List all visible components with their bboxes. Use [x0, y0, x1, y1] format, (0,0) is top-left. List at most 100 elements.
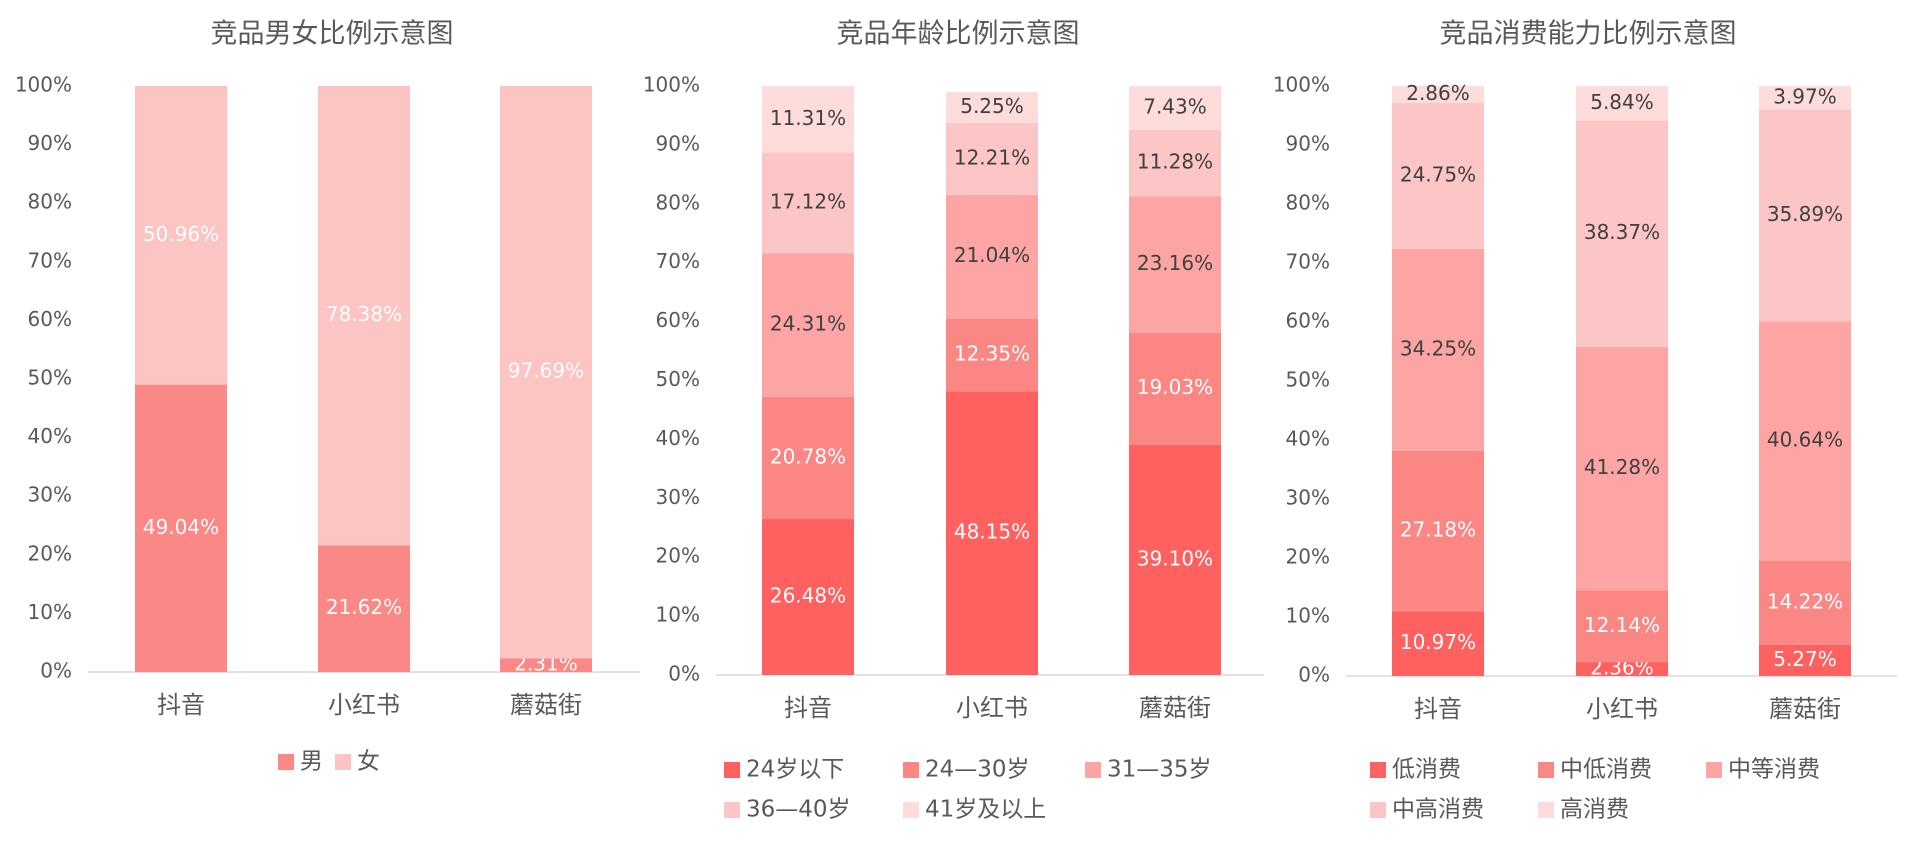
- bar-segment: [1759, 644, 1851, 676]
- y-tick-label: 80%: [1286, 191, 1330, 215]
- x-tick-label: 蘑菇街: [1139, 694, 1211, 722]
- legend-swatch: [1706, 762, 1722, 778]
- data-label: 12.35%: [954, 342, 1030, 366]
- legend-label: 41岁及以上: [925, 797, 1046, 823]
- y-tick-label: 80%: [28, 190, 72, 214]
- y-tick-label: 10%: [1286, 604, 1330, 628]
- legend-label: 男: [300, 749, 323, 775]
- bar-segment: [500, 86, 592, 659]
- data-label: 97.69%: [508, 359, 584, 383]
- x-tick-label: 小红书: [1586, 695, 1658, 723]
- data-label: 38.37%: [1584, 220, 1660, 244]
- legend-label: 女: [357, 749, 380, 775]
- data-label: 21.04%: [954, 243, 1030, 267]
- y-tick-label: 100%: [15, 73, 72, 97]
- y-tick-label: 20%: [28, 541, 72, 565]
- data-label: 12.21%: [954, 145, 1030, 169]
- chart-title: 竞品消费能力比例示意图: [1440, 19, 1737, 50]
- y-tick-label: 50%: [656, 367, 700, 391]
- bar-segment: [1129, 332, 1221, 445]
- bar-segment: [135, 384, 227, 672]
- bar-segment: [1129, 196, 1221, 333]
- bar-segment: [946, 194, 1038, 319]
- bar-segment: [1759, 561, 1851, 645]
- chart-2: 竞品年龄比例示意图 0% 10% 20% 30% 40% 50% 60% 70% 80% 90% 10…: [643, 19, 1264, 823]
- chart-title: 竞品年龄比例示意图: [837, 19, 1080, 50]
- bar-segment: [762, 86, 854, 153]
- legend-label: 高消费: [1560, 797, 1629, 823]
- data-label: 11.31%: [770, 106, 846, 130]
- bar-segment: [1392, 85, 1484, 103]
- x-tick-label: 抖音: [157, 691, 205, 719]
- bar-segment: [1129, 129, 1221, 197]
- y-tick-label: 100%: [1273, 73, 1330, 97]
- y-tick-label: 40%: [28, 424, 72, 448]
- y-tick-label: 90%: [28, 131, 72, 155]
- data-label: 26.48%: [770, 584, 846, 608]
- bar-segment: [1759, 86, 1851, 110]
- data-label: 2.86%: [1406, 81, 1470, 105]
- legend-label: 36—40岁: [746, 797, 851, 823]
- x-tick-label: 蘑菇街: [1769, 695, 1841, 723]
- x-tick-label: 抖音: [1414, 695, 1462, 723]
- legend-swatch: [903, 802, 919, 818]
- data-label: 10.97%: [1400, 630, 1476, 654]
- data-label: 78.38%: [326, 302, 402, 326]
- data-label: 24.31%: [770, 312, 846, 336]
- x-tick-label: 小红书: [956, 694, 1028, 722]
- bar-segment: [1129, 444, 1221, 675]
- y-tick-label: 30%: [1286, 486, 1330, 510]
- data-label: 5.25%: [960, 94, 1024, 118]
- bar-segment: [762, 152, 854, 254]
- data-label: 11.28%: [1137, 149, 1213, 173]
- bar-segment: [1576, 346, 1668, 591]
- y-tick-label: 70%: [1286, 250, 1330, 274]
- data-label: 12.14%: [1584, 613, 1660, 637]
- data-label: 23.16%: [1137, 251, 1213, 275]
- y-tick-label: 80%: [656, 190, 700, 214]
- y-tick-label: 20%: [656, 544, 700, 568]
- bar-segment: [318, 545, 410, 672]
- legend: 24岁以下 24—30岁 31—35岁 36—40岁 41岁及以上: [724, 757, 1212, 823]
- chart-1: 竞品男女比例示意图 0% 10% 20% 30% 40% 50% 60% 70% 80% 90% 10…: [15, 19, 640, 775]
- legend-label: 中等消费: [1728, 757, 1820, 783]
- legend-swatch: [1085, 762, 1101, 778]
- y-tick-label: 40%: [1286, 427, 1330, 451]
- y-tick-label: 60%: [28, 307, 72, 331]
- data-label: 50.96%: [143, 222, 219, 246]
- chart-3: 竞品消费能力比例示意图 0% 10% 20% 30% 40% 50% 60% 70% 80% 90%…: [1273, 19, 1897, 823]
- bar-segment: [318, 86, 410, 546]
- y-tick-label: 90%: [656, 131, 700, 155]
- y-tick-label: 50%: [1286, 368, 1330, 392]
- bar-segment: [946, 122, 1038, 195]
- legend-label: 中低消费: [1560, 757, 1652, 783]
- y-tick-label: 70%: [28, 248, 72, 272]
- data-label: 21.62%: [326, 595, 402, 619]
- y-tick-label: 0%: [668, 662, 700, 686]
- data-label: 3.97%: [1773, 84, 1837, 108]
- bar-segment: [1576, 590, 1668, 663]
- data-label: 39.10%: [1137, 546, 1213, 570]
- data-label: 19.03%: [1137, 375, 1213, 399]
- data-label: 24.75%: [1400, 162, 1476, 186]
- data-label: 14.22%: [1767, 589, 1843, 613]
- y-tick-label: 60%: [1286, 309, 1330, 333]
- bar-segment: [1129, 86, 1221, 130]
- bar-segment: [762, 519, 854, 675]
- legend-label: 中高消费: [1392, 797, 1484, 823]
- legend-swatch: [278, 754, 294, 770]
- x-tick-label: 蘑菇街: [510, 691, 582, 719]
- bar-segment: [500, 658, 592, 672]
- legend-label: 24—30岁: [925, 757, 1030, 783]
- legend-label: 24岁以下: [746, 757, 844, 783]
- y-tick-label: 20%: [1286, 545, 1330, 569]
- legend-swatch: [1370, 802, 1386, 818]
- y-tick-label: 30%: [656, 485, 700, 509]
- legend-swatch: [903, 762, 919, 778]
- bar-segment: [1392, 248, 1484, 451]
- y-tick-label: 0%: [40, 659, 72, 683]
- bar-segment: [1759, 109, 1851, 322]
- data-label: 48.15%: [954, 520, 1030, 544]
- y-tick-label: 40%: [656, 426, 700, 450]
